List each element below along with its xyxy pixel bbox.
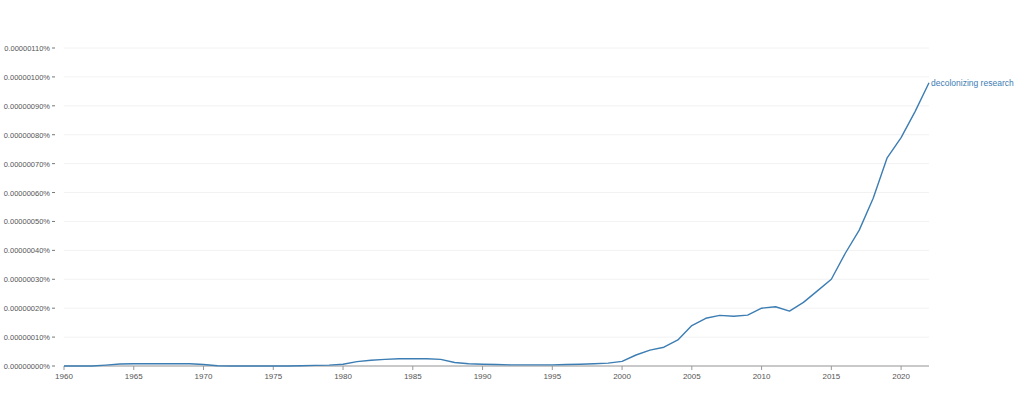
x-tick-label: 1985 bbox=[404, 372, 422, 381]
grid-line bbox=[64, 337, 929, 338]
y-tick bbox=[52, 308, 55, 309]
grid-line bbox=[64, 163, 929, 164]
y-tick bbox=[52, 163, 55, 164]
y-tick-label: 0.00000030% bbox=[4, 275, 51, 284]
grid-line bbox=[64, 48, 929, 49]
y-tick bbox=[52, 105, 55, 106]
grid-line bbox=[64, 308, 929, 309]
grid-line bbox=[64, 279, 929, 280]
grid-line bbox=[64, 221, 929, 222]
y-tick bbox=[52, 337, 55, 338]
x-tick-label: 1960 bbox=[55, 372, 73, 381]
grid-line bbox=[64, 105, 929, 106]
plot-area bbox=[64, 83, 929, 366]
grid-line bbox=[64, 366, 929, 367]
y-tick-label: 0.00000100% bbox=[4, 73, 51, 82]
x-tick-label: 2000 bbox=[613, 372, 631, 381]
y-tick bbox=[52, 366, 55, 367]
y-tick-label: 0.00000040% bbox=[4, 246, 51, 255]
y-tick-label: 0.00000110% bbox=[4, 44, 50, 53]
y-tick-label: 0.00000080% bbox=[4, 131, 51, 140]
x-tick-label: 1980 bbox=[334, 372, 352, 381]
y-tick-label: 0.00000060% bbox=[4, 189, 51, 198]
y-tick bbox=[52, 279, 55, 280]
x-tick bbox=[831, 366, 832, 370]
y-tick bbox=[52, 192, 55, 193]
series-line bbox=[64, 83, 929, 366]
y-tick-label: 0.00000070% bbox=[4, 160, 51, 169]
y-tick bbox=[52, 250, 55, 251]
x-tick-label: 2015 bbox=[822, 372, 840, 381]
y-tick bbox=[52, 76, 55, 77]
x-tick bbox=[622, 366, 623, 370]
x-tick-label: 1990 bbox=[474, 372, 492, 381]
grid-line bbox=[64, 134, 929, 135]
y-tick-label: 0.00000050% bbox=[4, 217, 51, 226]
x-tick bbox=[203, 366, 204, 370]
y-tick bbox=[52, 221, 55, 222]
x-axis bbox=[64, 366, 929, 367]
y-tick-label: 0.00000010% bbox=[4, 333, 51, 342]
y-tick-label: 0.00000000% bbox=[4, 362, 51, 371]
x-tick bbox=[482, 366, 483, 370]
x-tick-label: 1970 bbox=[195, 372, 213, 381]
x-tick bbox=[343, 366, 344, 370]
x-tick-label: 1995 bbox=[543, 372, 561, 381]
x-tick bbox=[133, 366, 134, 370]
x-tick bbox=[901, 366, 902, 370]
x-tick-label: 2010 bbox=[753, 372, 771, 381]
x-tick-label: 1975 bbox=[264, 372, 282, 381]
x-tick bbox=[761, 366, 762, 370]
grid-line bbox=[64, 192, 929, 193]
grid-line bbox=[64, 76, 929, 77]
x-tick bbox=[691, 366, 692, 370]
series-label: decolonizing research bbox=[931, 78, 1014, 88]
x-tick-label: 1965 bbox=[125, 372, 143, 381]
grid-line bbox=[64, 250, 929, 251]
x-tick-label: 2005 bbox=[683, 372, 701, 381]
x-tick bbox=[552, 366, 553, 370]
y-tick bbox=[52, 48, 55, 49]
y-tick-label: 0.00000090% bbox=[4, 102, 51, 111]
chart: 0.00000000% 0.00000010% 0.00000020% 0.00000… bbox=[0, 0, 1024, 410]
x-tick bbox=[412, 366, 413, 370]
y-tick-label: 0.00000020% bbox=[4, 304, 51, 313]
y-tick bbox=[52, 134, 55, 135]
x-tick-label: 2020 bbox=[892, 372, 910, 381]
